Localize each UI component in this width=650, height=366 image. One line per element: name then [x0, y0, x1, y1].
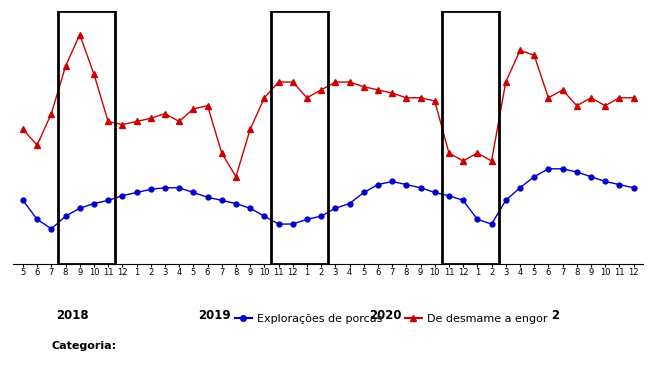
Text: 2: 2: [551, 309, 560, 322]
Bar: [272, 11, 328, 264]
Text: 2018: 2018: [57, 309, 89, 322]
Text: Categoria:: Categoria:: [52, 341, 117, 351]
Legend: Explorações de porcas, De desmame a engor: Explorações de porcas, De desmame a engo…: [231, 310, 552, 329]
Text: 2019: 2019: [198, 309, 231, 322]
Bar: [442, 11, 499, 264]
Bar: [58, 11, 115, 264]
Text: 2020: 2020: [369, 309, 401, 322]
